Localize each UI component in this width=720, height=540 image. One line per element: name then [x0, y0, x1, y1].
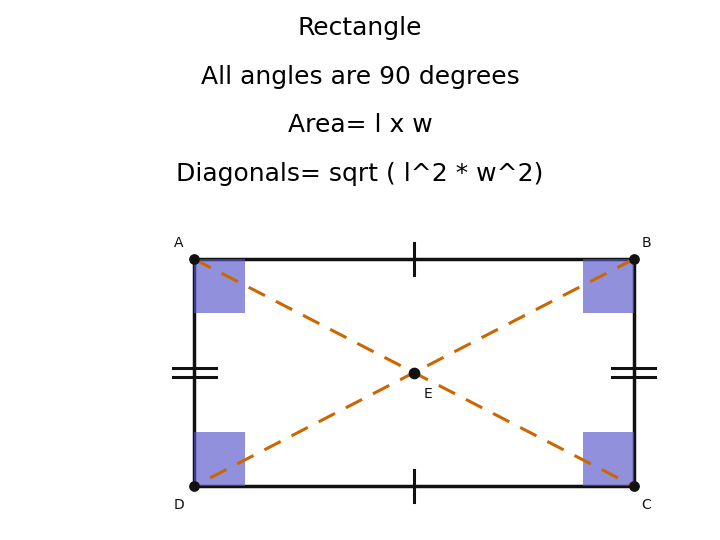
- Bar: [194, 259, 245, 313]
- Text: Rectangle: Rectangle: [298, 16, 422, 40]
- Text: B: B: [642, 236, 652, 250]
- Point: [628, 482, 639, 490]
- Text: D: D: [174, 498, 184, 512]
- Text: A: A: [174, 236, 184, 250]
- Point: [189, 255, 200, 264]
- Text: C: C: [642, 498, 652, 512]
- Bar: [583, 432, 634, 486]
- Bar: [194, 432, 245, 486]
- Point: [189, 482, 200, 490]
- Text: Diagonals= sqrt ( l^2 * w^2): Diagonals= sqrt ( l^2 * w^2): [176, 162, 544, 186]
- Point: [628, 255, 639, 264]
- Text: Area= l x w: Area= l x w: [287, 113, 433, 137]
- Point: [408, 368, 420, 377]
- Bar: [194, 259, 634, 486]
- Text: All angles are 90 degrees: All angles are 90 degrees: [201, 65, 519, 89]
- Text: E: E: [424, 387, 433, 401]
- Bar: [583, 259, 634, 313]
